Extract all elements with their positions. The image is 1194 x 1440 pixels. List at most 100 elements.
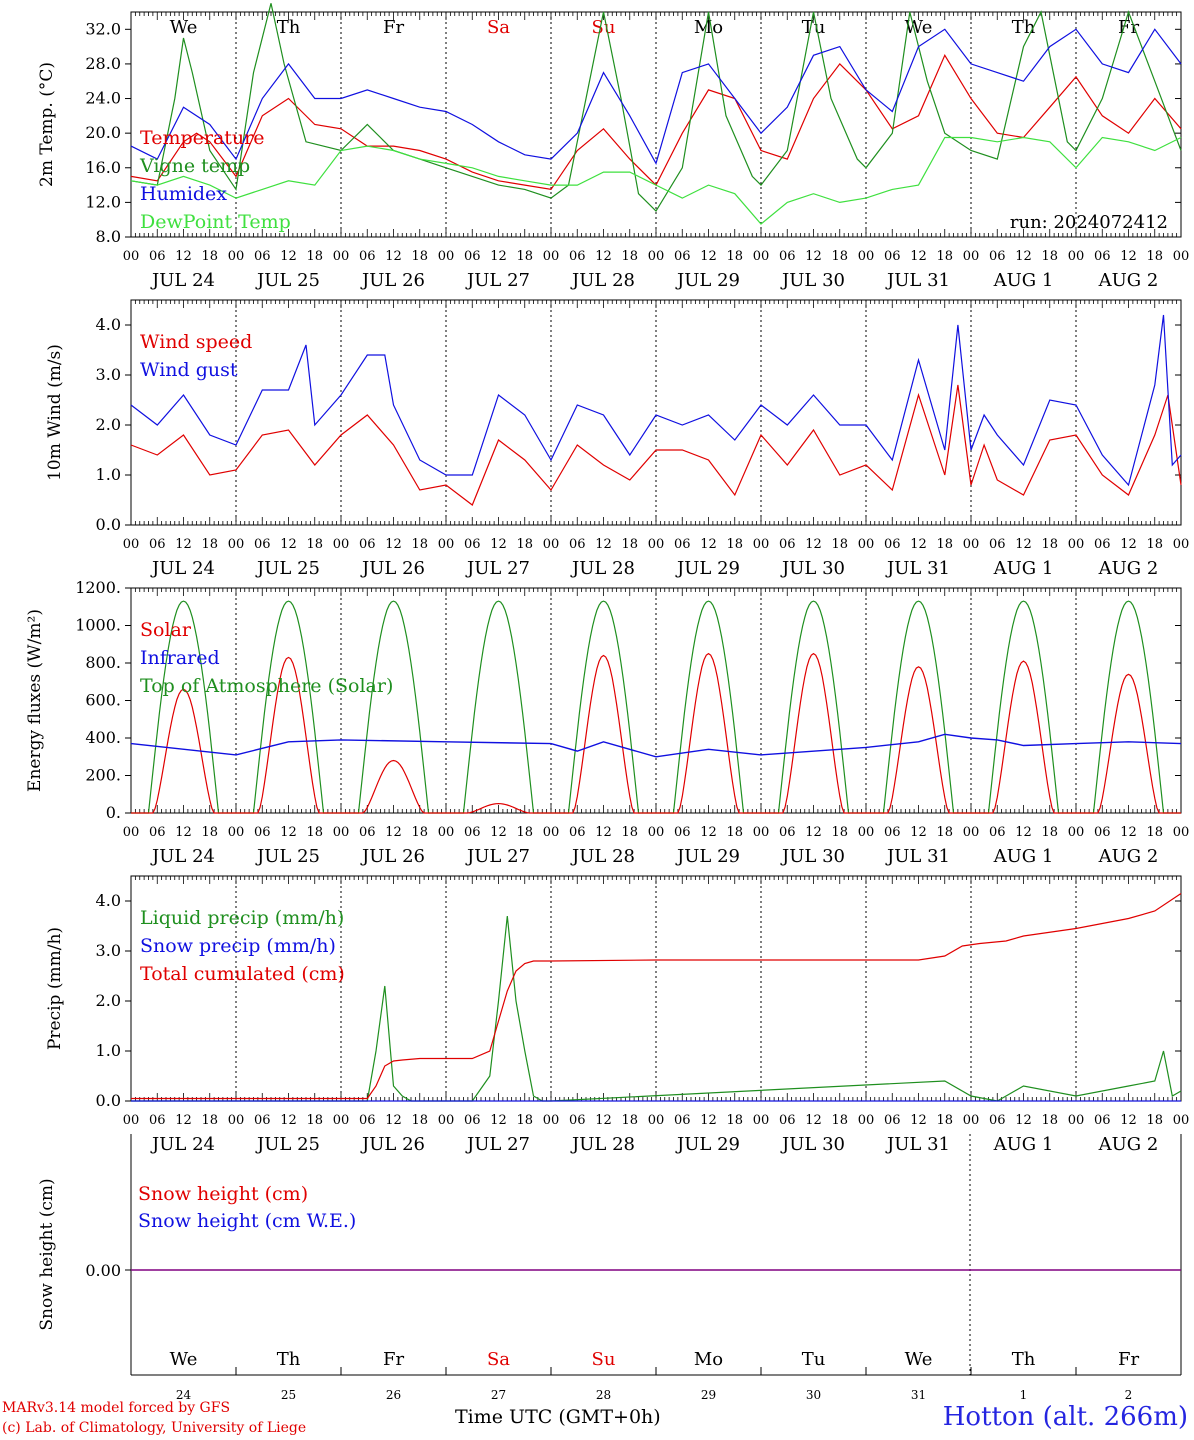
x-date-label: JUL 26: [360, 846, 425, 867]
x-hour-label: 00: [753, 1113, 770, 1128]
x-hour-label: 00: [963, 249, 980, 264]
legend-top-of-atmosphere-solar: Top of Atmosphere (Solar): [140, 675, 393, 697]
legend-vigne-temp: Vigne temp: [139, 155, 250, 177]
x-hour-label: 00: [1068, 537, 1085, 552]
x-hour-label: 00: [543, 249, 560, 264]
y-tick-label: 2.0: [96, 415, 121, 434]
x-hour-label: 00: [543, 825, 560, 840]
x-date-label: JUL 27: [465, 270, 530, 291]
x-hour-label: 00: [123, 1113, 140, 1128]
weekday-label: Th: [277, 1349, 301, 1370]
weekday-label: Fr: [383, 1349, 404, 1370]
run-annotation: run: 2024072412: [1010, 212, 1168, 233]
weekday-label: Mo: [694, 17, 723, 38]
x-hour-label: 00: [648, 1113, 665, 1128]
x-date-label: AUG 1: [993, 270, 1054, 291]
x-hour-label: 06: [884, 1113, 901, 1128]
x-hour-label: 12: [595, 249, 612, 264]
x-hour-label: 00: [648, 537, 665, 552]
x-hour-label: 18: [411, 825, 428, 840]
x-hour-label: 00: [438, 825, 455, 840]
panel-1-y-axis-label: 10m Wind (m/s): [45, 344, 65, 481]
x-hour-label: 06: [1094, 825, 1111, 840]
x-hour-label: 06: [779, 537, 796, 552]
x-hour-label: 12: [1015, 537, 1032, 552]
x-hour-label: 12: [595, 537, 612, 552]
x-hour-label: 06: [254, 537, 271, 552]
series-total-cumulated-cm: [131, 893, 1182, 1100]
x-hour-label: 18: [621, 249, 638, 264]
series-wind-speed: [130, 384, 1182, 506]
x-hour-label: 18: [1041, 825, 1058, 840]
x-date-label: JUL 29: [675, 558, 740, 579]
x-hour-label: 12: [280, 825, 297, 840]
x-hour-label: 12: [910, 825, 927, 840]
lab-credit: (c) Lab. of Climatology, University of L…: [2, 1420, 307, 1436]
x-hour-label: 18: [621, 537, 638, 552]
x-hour-label: 12: [385, 249, 402, 264]
x-hour-label: 00: [1173, 249, 1190, 264]
x-hour-label: 18: [726, 537, 743, 552]
x-hour-label: 18: [1041, 537, 1058, 552]
weekday-label: Tu: [802, 17, 826, 38]
legend-liquid-precip-mm-h: Liquid precip (mm/h): [140, 907, 344, 929]
x-hour-label: 12: [490, 249, 507, 264]
y-tick-label: 4.0: [96, 891, 121, 910]
x-date-label: JUL 28: [570, 1134, 635, 1155]
legend-temperature: Temperature: [140, 127, 264, 149]
y-tick-label: 24.0: [85, 89, 121, 108]
day-number-label: 25: [281, 1388, 296, 1402]
x-date-label: AUG 1: [993, 558, 1054, 579]
x-hour-label: 12: [490, 537, 507, 552]
x-date-label: JUL 26: [360, 558, 425, 579]
x-hour-label: 00: [1173, 1113, 1190, 1128]
x-hour-label: 00: [228, 1113, 245, 1128]
x-hour-label: 12: [805, 825, 822, 840]
weekday-label: Fr: [383, 17, 404, 38]
series-humidex: [130, 28, 1182, 165]
y-tick-label: 12.0: [85, 192, 121, 211]
x-hour-label: 06: [569, 537, 586, 552]
x-hour-label: 18: [936, 1113, 953, 1128]
x-hour-label: 00: [438, 1113, 455, 1128]
x-hour-label: 12: [910, 1113, 927, 1128]
x-hour-label: 06: [464, 249, 481, 264]
x-hour-label: 12: [805, 1113, 822, 1128]
x-date-label: JUL 30: [780, 846, 845, 867]
legend-humidex: Humidex: [140, 183, 227, 205]
x-hour-label: 18: [621, 1113, 638, 1128]
x-hour-label: 00: [753, 825, 770, 840]
x-hour-label: 06: [1094, 1113, 1111, 1128]
y-tick-label: 32.0: [85, 19, 121, 38]
x-date-label: JUL 25: [255, 1134, 320, 1155]
x-hour-label: 06: [254, 825, 271, 840]
x-date-label: JUL 30: [780, 558, 845, 579]
x-hour-label: 18: [411, 537, 428, 552]
x-hour-label: 12: [805, 537, 822, 552]
x-hour-label: 12: [385, 1113, 402, 1128]
day-number-label: 24: [176, 1388, 192, 1402]
day-number-label: 29: [701, 1388, 716, 1402]
x-hour-label: 12: [805, 249, 822, 264]
x-hour-label: 12: [910, 537, 927, 552]
weekday-label: Mo: [694, 1349, 723, 1370]
y-tick-label: 8.0: [96, 227, 121, 246]
panel-2-y-axis-label: Energy fluxes (W/m²): [25, 609, 45, 792]
y-tick-label: 3.0: [96, 941, 121, 960]
x-hour-label: 18: [516, 825, 533, 840]
x-hour-label: 18: [936, 537, 953, 552]
series-temperature: [130, 53, 1182, 191]
x-hour-label: 06: [359, 249, 376, 264]
x-hour-label: 18: [831, 825, 848, 840]
x-hour-label: 06: [359, 537, 376, 552]
x-hour-label: 18: [201, 1113, 218, 1128]
y-tick-label: 1.0: [96, 465, 121, 484]
y-tick-label: 4.0: [96, 315, 121, 334]
x-hour-label: 18: [726, 1113, 743, 1128]
x-axis-title: Time UTC (GMT+0h): [455, 1406, 661, 1428]
x-date-label: JUL 25: [255, 846, 320, 867]
x-hour-label: 12: [1015, 1113, 1032, 1128]
x-hour-label: 12: [1120, 537, 1137, 552]
snow-y-axis-label: Snow height (cm): [37, 1178, 57, 1330]
x-date-label: AUG 1: [993, 846, 1054, 867]
